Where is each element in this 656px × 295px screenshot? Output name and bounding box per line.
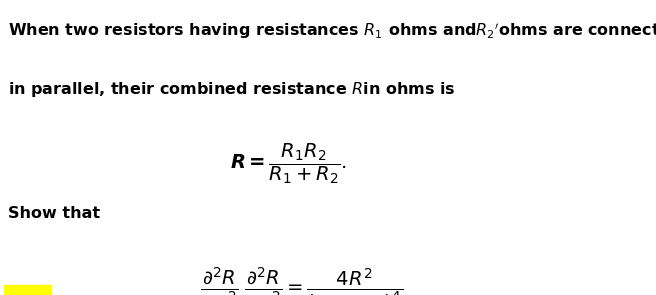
Text: Show that: Show that <box>8 206 100 222</box>
Text: $\boldsymbol{R = \dfrac{R_1 R_2}{R_1+R_2}.}$: $\boldsymbol{R = \dfrac{R_1 R_2}{R_1+R_2… <box>230 142 347 186</box>
Text: $\dfrac{\partial^2 R}{\partial R_1^{\,2}}\;\dfrac{\partial^2 R}{\partial R_2^{\,: $\dfrac{\partial^2 R}{\partial R_1^{\,2}… <box>200 266 403 295</box>
Text: When two resistors having resistances $R_1$ ohms and$R_2{}'$ohms are connected: When two resistors having resistances $R… <box>8 21 656 41</box>
Text: in parallel, their combined resistance $\mathit{R}$in ohms is: in parallel, their combined resistance $… <box>8 80 455 99</box>
Bar <box>4 285 51 295</box>
